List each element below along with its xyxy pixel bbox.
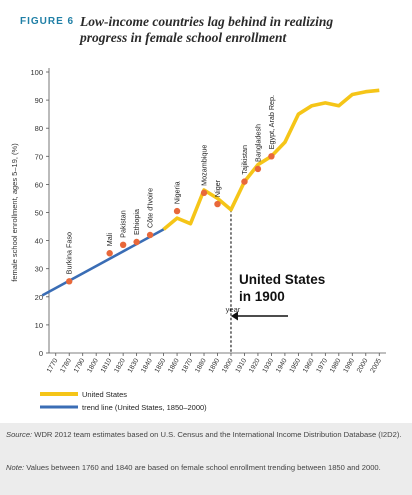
- x-tick-label: 2000: [356, 357, 370, 374]
- y-tick-label: 40: [35, 237, 43, 246]
- country-point: [241, 178, 248, 185]
- x-tick-label: 1810: [100, 357, 114, 374]
- country-label: Nigeria: [173, 181, 182, 204]
- country-label: Niger: [213, 179, 222, 197]
- figure-title-line-2: progress in female school enrollment: [80, 30, 287, 45]
- x-tick-label: 1870: [181, 357, 195, 374]
- chart-series: [41, 88, 380, 297]
- y-axis-title: female school enrollment, ages 5–19, (%): [10, 143, 19, 282]
- country-points: Burkina Faso Mali Pakistan Ethiopia Côte d'I…: [65, 95, 276, 285]
- x-tick-label: 1970: [315, 357, 329, 374]
- footnote: Note: Values between 1760 and 1840 are b…: [6, 463, 402, 473]
- y-tick-label: 20: [35, 293, 43, 302]
- country-point: [268, 153, 275, 160]
- x-tick-label: 1890: [208, 357, 222, 374]
- country-label: Bangladesh: [253, 124, 262, 162]
- y-tick-label: 30: [35, 265, 43, 274]
- x-tick-label: 1920: [248, 357, 262, 374]
- x-tick-label: 1830: [127, 357, 141, 374]
- source-note: Source: WDR 2012 team estimates based on…: [6, 430, 402, 440]
- y-tick-label: 90: [35, 96, 43, 105]
- x-tick-label: 1980: [329, 357, 343, 374]
- country-label: Côte d'Ivoire: [146, 188, 155, 228]
- country-label: Tajikistan: [240, 145, 249, 175]
- annotation-label-line-1: United States: [239, 272, 325, 287]
- country-point: [119, 241, 127, 249]
- y-tick-label: 50: [35, 209, 43, 218]
- figure-title-line-1: Low-income countries lag behind in reali…: [80, 14, 334, 29]
- country-label: Burkina Faso: [65, 232, 74, 274]
- y-tick-label: 60: [35, 180, 43, 189]
- x-tick-label: 1820: [113, 357, 127, 374]
- note-text: Values between 1760 and 1840 are based o…: [24, 463, 381, 472]
- figure-notes: Source: WDR 2012 team estimates based on…: [0, 423, 412, 495]
- country-point: [66, 278, 73, 285]
- source-text: WDR 2012 team estimates based on U.S. Ce…: [32, 430, 402, 439]
- x-axis-title: year: [226, 305, 241, 314]
- x-tick-label: 1850: [154, 357, 168, 374]
- figure-label: FIGURE 6: [20, 16, 75, 27]
- country-point: [133, 238, 140, 246]
- x-tick-label: 1840: [140, 357, 154, 374]
- country-label: Pakistan: [119, 210, 128, 238]
- country-point: [146, 231, 154, 239]
- x-tick-label: 1940: [275, 357, 289, 374]
- source-key: Source:: [6, 430, 33, 439]
- legend-label-trend: trend line (United States, 1850–2000): [82, 403, 207, 412]
- y-tick-label: 80: [35, 124, 43, 133]
- country-point: [173, 207, 181, 215]
- x-tick-label: 1880: [194, 357, 208, 374]
- country-label: Mali: [105, 233, 114, 247]
- country-label: Ethiopia: [132, 209, 141, 235]
- country-label: Mozambique: [200, 145, 209, 186]
- country-point: [254, 165, 262, 173]
- x-tick-label: 1910: [235, 357, 249, 374]
- x-tick-label: 1990: [342, 357, 356, 374]
- note-key: Note:: [6, 463, 25, 472]
- x-tick-label: 1900: [221, 357, 235, 374]
- annotation-arrow-head: [230, 311, 238, 321]
- x-tick-label: 1780: [59, 357, 73, 374]
- legend-label-us: United States: [82, 390, 127, 399]
- x-tick-label: 1790: [73, 357, 87, 374]
- y-tick-label: 0: [39, 349, 43, 358]
- figure-title: Low-income countries lag behind in reali…: [80, 14, 400, 46]
- chart-annotation: United States in 1900: [230, 209, 325, 353]
- x-tick-label: 1770: [46, 357, 60, 374]
- y-tick-label: 10: [35, 321, 43, 330]
- country-point: [214, 200, 221, 208]
- annotation-label-line-2: in 1900: [239, 289, 285, 304]
- x-tick-label: 1950: [288, 357, 302, 374]
- x-tick-label: 2005: [369, 357, 383, 374]
- x-tick-label: 1960: [302, 357, 316, 374]
- y-tick-label: 100: [30, 68, 43, 77]
- x-tick-label: 1930: [262, 357, 276, 374]
- country-point: [200, 189, 208, 197]
- country-label: Egypt, Arab Rep.: [267, 95, 276, 149]
- country-point: [106, 250, 113, 257]
- us-trend-line: [41, 228, 165, 297]
- y-tick-label: 70: [35, 152, 43, 161]
- chart-legend: United States trend line (United States, …: [40, 390, 207, 412]
- x-tick-label: 1860: [167, 357, 181, 374]
- x-tick-label: 1800: [86, 357, 100, 374]
